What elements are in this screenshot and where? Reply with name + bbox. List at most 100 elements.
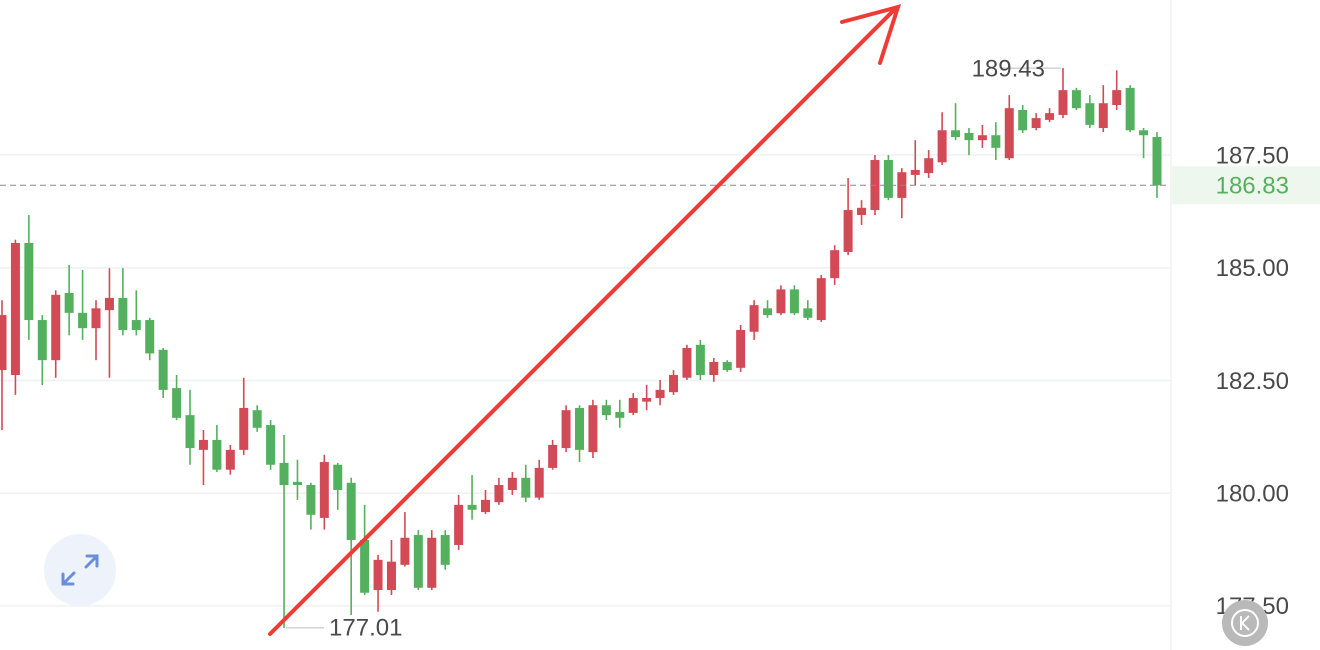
candle-body [212,439,222,470]
y-tick-label: 185.00 [1216,255,1289,282]
candle-body [615,411,625,418]
y-tick-label: 182.50 [1216,368,1289,395]
arrow-shaft [268,6,898,636]
high-label: 189.43 [972,55,1045,82]
candle-body [145,320,155,354]
candle-body [225,449,235,470]
candle-body [239,407,249,450]
candle-body [789,289,799,314]
overlay: 189.43 177.01 186.83 [0,55,1320,641]
candle-body [722,361,732,371]
candle-body [319,462,329,518]
candle-body [333,464,343,490]
candle-body [776,289,786,314]
candle-body [910,169,920,175]
candle-body [440,535,450,565]
candle-body [131,320,141,330]
candle-body [695,344,705,376]
candle-body [91,308,101,329]
candle-body [588,405,598,453]
candle-body [400,537,410,565]
candle-body [601,405,611,416]
candle-body [628,398,638,413]
candle-body [346,482,356,541]
candle-body [924,158,934,174]
candle-body [373,559,383,591]
candle-body [1085,103,1095,125]
candle-body [104,297,114,311]
candle-body [507,477,517,490]
candle-body [843,210,853,252]
candle-body [1125,87,1135,131]
candle-body [1031,118,1041,129]
candle-body [279,462,289,486]
y-tick-label: 187.50 [1216,142,1289,169]
candle-body [494,485,504,503]
candle-body [252,410,262,428]
candle-body [158,349,168,390]
candle-body [964,132,974,141]
k-bg[interactable] [1222,600,1268,646]
candle-body [803,308,813,318]
candle-body [951,130,961,138]
candle-body [1152,137,1162,186]
candle-body [386,561,396,591]
candle-body [548,444,558,468]
candle-body [413,535,423,588]
k-ring[interactable] [1231,609,1259,637]
k-glyph[interactable] [1240,615,1250,631]
candle-body [198,439,208,450]
candle-body [816,278,826,321]
candle-body [1004,108,1014,159]
candle-body [1045,113,1055,120]
candle-body [669,375,679,393]
candle-body [977,135,987,141]
candle-body [736,329,746,368]
candles [0,68,1162,628]
axis-panel [1172,0,1320,650]
candle-body [883,160,893,198]
candle-body [0,315,7,371]
candle-body [682,347,692,378]
candle-body [937,130,947,163]
k-button[interactable] [1222,600,1268,646]
candle-body [709,361,719,376]
candle-body [10,242,20,376]
candle-body [292,481,302,486]
candle-body [575,407,584,450]
candle-body [427,537,437,588]
candle-body [1139,130,1149,136]
trend-arrow [268,4,902,636]
candle-body [749,305,759,332]
last-price-label: 186.83 [1216,173,1289,200]
arrow-head [840,4,902,65]
candle-body [454,504,464,545]
expand-icon[interactable] [61,571,76,586]
candle-body [534,467,544,498]
candle-body [1018,109,1028,131]
candle-body [51,294,61,361]
candle-body [78,312,88,329]
expand-icon[interactable] [84,554,99,569]
candle-body [64,292,74,313]
candle-body [172,388,182,418]
candle-body [763,308,773,316]
candle-body [1098,103,1108,129]
candle-body [185,415,195,449]
last-price-bg [1172,166,1320,205]
low-label: 177.01 [329,614,402,641]
candle-body [642,398,652,402]
expand-bg[interactable] [44,534,116,606]
candle-body [1071,90,1081,109]
candle-body [561,410,571,449]
candle-body [1112,90,1122,106]
candle-body [118,297,128,330]
candle-body [655,389,665,399]
candle-body [857,207,867,216]
expand-button[interactable] [44,534,116,606]
candle-body [266,425,276,465]
candle-body [480,499,490,513]
